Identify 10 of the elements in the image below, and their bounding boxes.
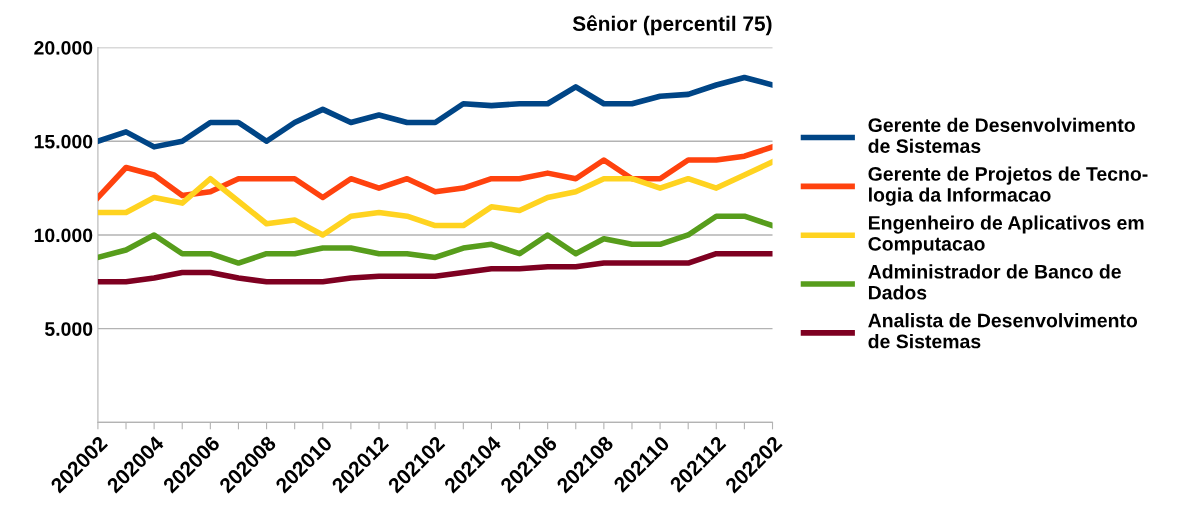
legend-label: Engenheiro de Aplicativos em Computacao: [868, 215, 1144, 255]
chart-title: Sênior (percentil 75): [572, 15, 772, 36]
legend-label: Administrador de Banco de Dados: [868, 264, 1121, 300]
y-tick-label: 20.000: [34, 40, 93, 55]
y-tick-label: 15.000: [34, 134, 93, 149]
y-tick-label: 5.000: [44, 322, 93, 336]
legend-label: Gerente de Projetos de Tecno-logia da Informacao: [868, 166, 1148, 206]
legend-label: Analista de Desenvolvimento de Sistemas: [868, 313, 1138, 349]
legend-label: Gerente de Desenvolvimento de Sistemas: [868, 117, 1135, 153]
y-tick-label: 10.000: [34, 228, 93, 243]
